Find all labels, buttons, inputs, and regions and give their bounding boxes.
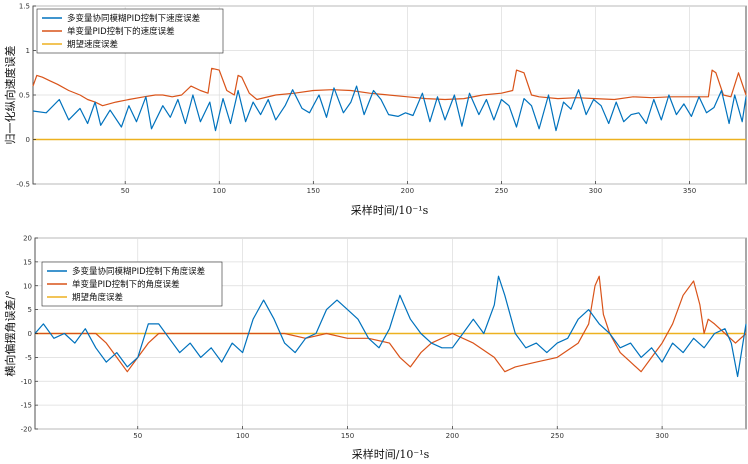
y-tick-label: -20 xyxy=(21,426,32,434)
data-series xyxy=(32,67,747,141)
x-axis-label: 采样时间/10⁻¹s xyxy=(352,447,430,461)
x-tick-label: 250 xyxy=(551,432,564,440)
x-tick-label: 300 xyxy=(655,432,668,440)
legend-label-series-2: 单变量PID控制下的速度误差 xyxy=(67,26,175,37)
legend-label-series-1: 多变量协同模糊PID控制下速度误差 xyxy=(67,13,200,24)
y-tick-label: 0 xyxy=(28,330,32,338)
x-tick-label: 350 xyxy=(683,187,696,195)
series-line-2 xyxy=(32,67,747,107)
legend-label-series-3: 期望角度误差 xyxy=(72,292,123,303)
series-line-1 xyxy=(34,275,747,378)
y-tick-label: 10 xyxy=(23,282,32,290)
y-tick-label: 5 xyxy=(28,306,32,314)
series-line-2 xyxy=(35,275,747,373)
y-tick-label: 1 xyxy=(26,47,30,55)
legend-label-series-1: 多变量协同模糊PID控制下角度误差 xyxy=(72,266,205,277)
y-tick-label: 20 xyxy=(23,235,32,243)
x-tick-label: 250 xyxy=(495,187,508,195)
y-tick-label: 0.5 xyxy=(19,92,30,100)
y-tick-label: 1.5 xyxy=(19,3,30,11)
y-axis-label: 归一化纵向速度误差 xyxy=(3,46,17,145)
y-tick-label: -5 xyxy=(25,354,32,362)
y-tick-label: 15 xyxy=(23,258,32,266)
y-tick-label: -10 xyxy=(21,378,32,386)
yaw-angle-error-chart: 50 100 150 200 250 300 -20 -15 -10 -5 0 5 10 15 20 采样时… xyxy=(3,235,747,461)
legend-box xyxy=(36,8,224,54)
x-axis-label: 采样时间/10⁻¹s xyxy=(351,203,429,217)
x-tick-label: 50 xyxy=(133,432,142,440)
x-tick-label: 200 xyxy=(446,432,459,440)
legend: 多变量协同模糊PID控制下速度误差 单变量PID控制下的速度误差 期望速度误差 xyxy=(36,8,224,54)
x-tick-label: 150 xyxy=(307,187,320,195)
x-tick-label: 100 xyxy=(236,432,249,440)
series-line-1 xyxy=(32,85,747,132)
axis-ticks: 50 100 150 200 250 300 350 -0.5 0 0.5 1 1.5 xyxy=(16,3,696,196)
legend: 多变量协同模糊PID控制下角度误差 单变量PID控制下的角度误差 期望角度误差 xyxy=(41,261,223,307)
y-tick-label: -0.5 xyxy=(16,181,30,189)
x-tick-label: 200 xyxy=(401,187,414,195)
y-tick-label: -15 xyxy=(21,402,32,410)
legend-label-series-2: 单变量PID控制下的角度误差 xyxy=(72,279,180,290)
y-tick-label: 0 xyxy=(26,136,30,144)
legend-box xyxy=(41,261,223,307)
x-tick-label: 300 xyxy=(589,187,602,195)
x-tick-label: 100 xyxy=(213,187,226,195)
legend-label-series-3: 期望速度误差 xyxy=(67,39,118,50)
speed-error-chart: 50 100 150 200 250 300 350 -0.5 0 0.5 1 1.5 采样时间/10… xyxy=(3,3,747,217)
axis-ticks: 50 100 150 200 250 300 -20 -15 -10 -5 0 5 10 15 20 xyxy=(21,235,669,441)
x-tick-label: 50 xyxy=(121,187,130,195)
x-tick-label: 150 xyxy=(341,432,354,440)
y-axis-label: 横向偏摆角误差/° xyxy=(3,290,17,376)
data-series xyxy=(34,275,747,378)
